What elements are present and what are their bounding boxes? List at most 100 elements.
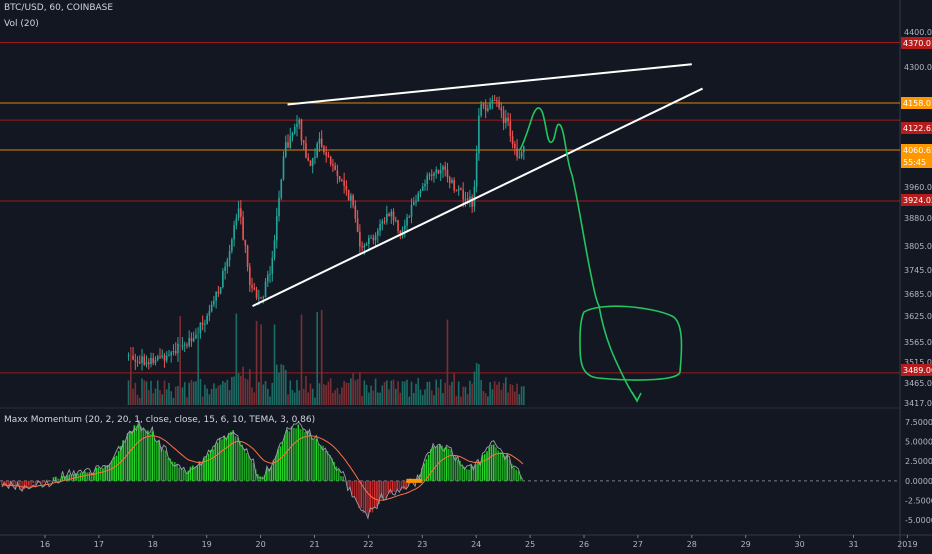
volume-bar bbox=[249, 369, 251, 405]
volume-bar bbox=[397, 381, 399, 405]
volume-bar bbox=[275, 364, 278, 405]
momentum-histogram-bar bbox=[337, 469, 340, 481]
volume-bar bbox=[480, 379, 482, 405]
momentum-histogram-bar bbox=[162, 449, 165, 481]
volume-bar bbox=[181, 387, 184, 405]
volume-bar bbox=[318, 383, 321, 405]
volume-bar bbox=[293, 392, 296, 405]
price-tick-label: 3745.00 bbox=[904, 266, 932, 275]
momentum-histogram-bar bbox=[234, 436, 237, 481]
momentum-histogram-bar bbox=[7, 480, 10, 489]
volume-bar bbox=[159, 390, 161, 405]
candle-body bbox=[332, 164, 334, 166]
momentum-histogram-bar bbox=[84, 471, 86, 481]
momentum-histogram-bar bbox=[279, 446, 282, 481]
momentum-histogram-bar bbox=[124, 440, 127, 481]
candle-body bbox=[291, 133, 294, 137]
volume-bar bbox=[231, 376, 233, 405]
momentum-histogram-bar bbox=[108, 463, 111, 481]
momentum-histogram-bar bbox=[191, 465, 194, 481]
volume-bar bbox=[352, 373, 354, 405]
candle-body bbox=[426, 175, 429, 184]
candle-body bbox=[141, 356, 143, 363]
momentum-histogram-bar bbox=[131, 431, 133, 481]
candle-body bbox=[345, 185, 348, 191]
momentum-histogram-bar bbox=[306, 430, 309, 481]
symbol-legend[interactable]: BTC/USD, 60, COINBASE bbox=[4, 3, 114, 13]
momentum-histogram-bar bbox=[120, 446, 122, 481]
momentum-histogram-bar bbox=[472, 466, 475, 481]
indicator-legend[interactable]: Maxx Momentum (20, 2, 20, 1, close, clos… bbox=[4, 415, 316, 425]
momentum-histogram-bar bbox=[57, 478, 59, 481]
volume-bar bbox=[453, 373, 455, 405]
volume-bar bbox=[138, 398, 141, 405]
candle-body bbox=[460, 188, 462, 190]
candle-body bbox=[282, 156, 285, 180]
price-label-text: 3489.00 bbox=[903, 366, 932, 375]
candle-body bbox=[132, 355, 134, 360]
momentum-histogram-bar bbox=[126, 433, 129, 481]
candle-body bbox=[464, 198, 467, 200]
momentum-histogram-bar bbox=[353, 480, 356, 498]
momentum-histogram-bar bbox=[207, 453, 210, 481]
volume-bar bbox=[372, 390, 375, 405]
volume-bar bbox=[473, 371, 476, 405]
price-label-text: 4060.65 bbox=[903, 146, 932, 155]
momentum-histogram-bar bbox=[5, 480, 8, 486]
candle-body bbox=[514, 143, 516, 149]
volume-legend[interactable]: Vol (20) bbox=[4, 19, 39, 29]
volume-bar bbox=[491, 389, 494, 405]
momentum-histogram-bar bbox=[344, 480, 347, 482]
candle-body bbox=[127, 354, 130, 356]
price-label-text: 4158.01 bbox=[903, 99, 932, 108]
momentum-histogram-bar bbox=[160, 446, 163, 481]
candle-body bbox=[305, 143, 307, 158]
volume-bar bbox=[437, 387, 440, 405]
momentum-histogram-bar bbox=[387, 480, 389, 493]
momentum-histogram-bar bbox=[250, 459, 252, 481]
candle-body bbox=[341, 179, 343, 181]
momentum-histogram-bar bbox=[295, 428, 297, 481]
candle-body bbox=[516, 148, 518, 157]
price-label-badge bbox=[901, 364, 932, 376]
candle-body bbox=[430, 174, 433, 176]
momentum-histogram-bar bbox=[61, 475, 64, 481]
volume-bar bbox=[370, 385, 372, 405]
candle-body bbox=[469, 196, 471, 200]
candle-body bbox=[457, 188, 460, 191]
volume-bar bbox=[190, 380, 193, 405]
volume-bar bbox=[444, 382, 447, 405]
momentum-histogram-bar bbox=[227, 434, 230, 481]
momentum-histogram-bar bbox=[254, 469, 257, 481]
time-tick-label: 19 bbox=[202, 540, 212, 549]
volume-bar bbox=[374, 378, 377, 405]
time-tick-label: 21 bbox=[309, 540, 319, 549]
volume-bar bbox=[246, 379, 249, 405]
volume-bar bbox=[127, 380, 130, 405]
momentum-histogram-bar bbox=[106, 465, 109, 481]
candle-body bbox=[233, 225, 235, 240]
momentum-histogram-bar bbox=[299, 428, 302, 481]
momentum-histogram-bar bbox=[463, 466, 466, 481]
candle-body bbox=[302, 140, 305, 144]
volume-bar bbox=[363, 380, 366, 405]
volume-bar bbox=[406, 379, 408, 405]
volume-bar bbox=[343, 380, 345, 405]
candle-body bbox=[480, 104, 482, 116]
momentum-histogram-bar bbox=[221, 439, 223, 481]
momentum-histogram-bar bbox=[311, 437, 313, 481]
volume-bar bbox=[401, 381, 404, 405]
volume-bar bbox=[368, 392, 370, 405]
volume-bar bbox=[257, 382, 260, 405]
volume-bar bbox=[262, 384, 265, 405]
oscillator-tick-label: 7.5000 bbox=[905, 418, 932, 427]
candle-body bbox=[170, 352, 173, 356]
candle-body bbox=[448, 177, 451, 183]
time-tick-label: 25 bbox=[525, 540, 535, 549]
volume-bar bbox=[316, 312, 319, 405]
momentum-histogram-bar bbox=[277, 449, 279, 481]
volume-bar bbox=[161, 394, 164, 405]
candle-body bbox=[201, 322, 204, 325]
